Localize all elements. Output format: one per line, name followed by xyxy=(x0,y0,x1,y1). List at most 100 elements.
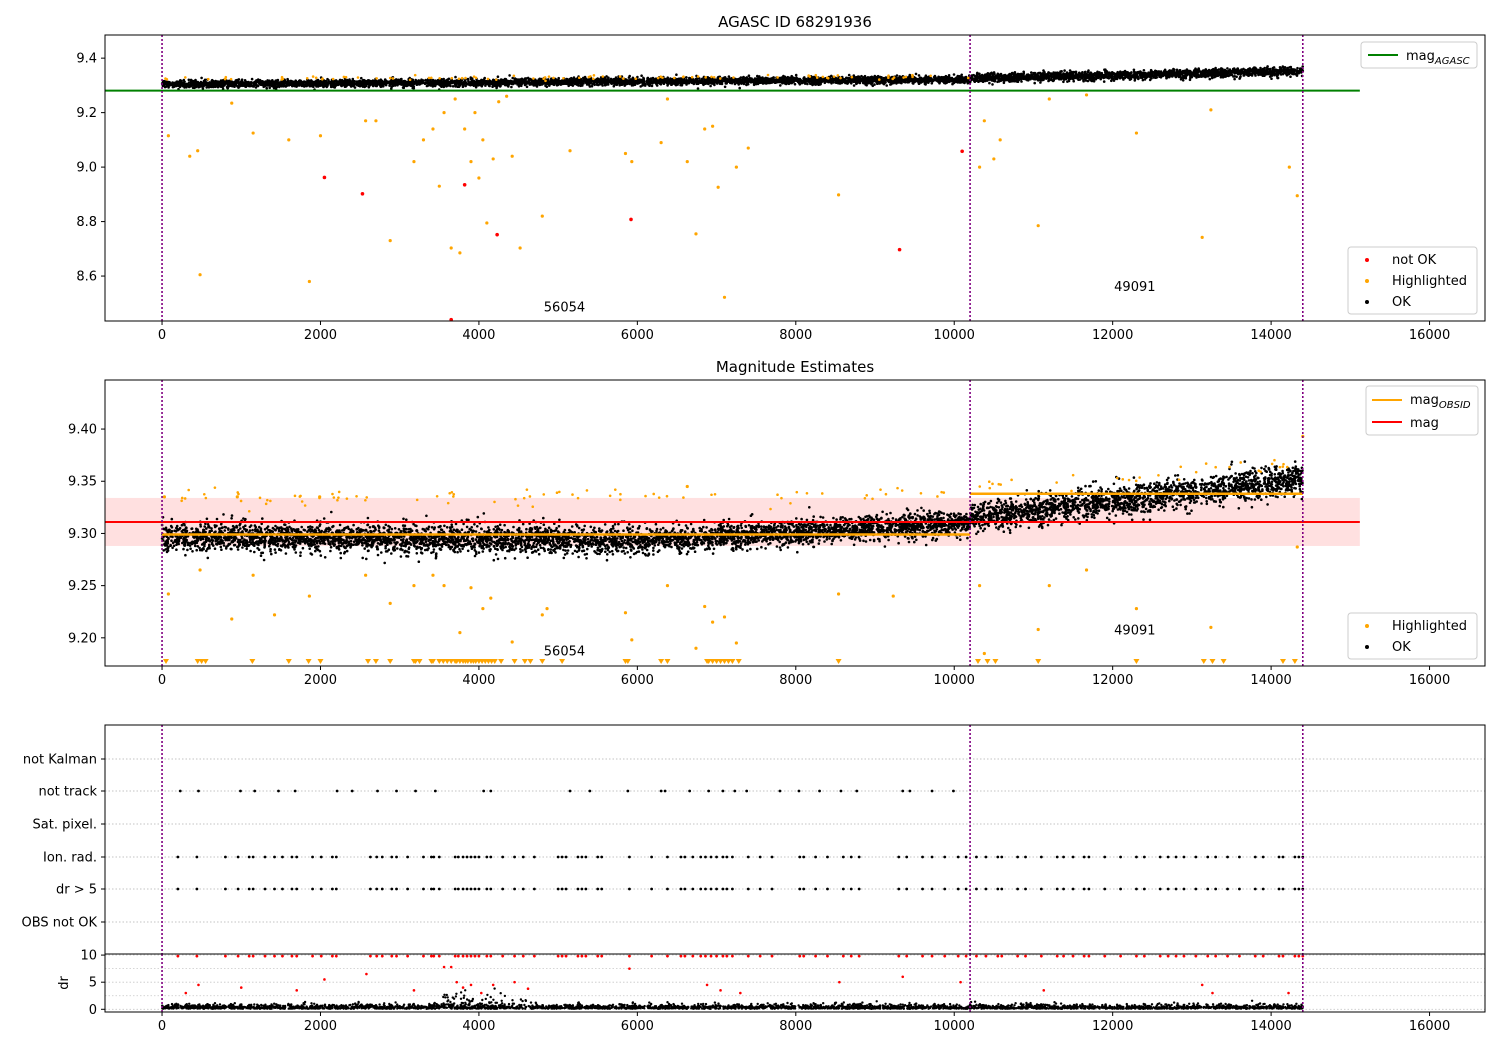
ok-point xyxy=(430,81,434,84)
ok-point xyxy=(865,83,868,87)
ok-point xyxy=(840,81,843,84)
ok-point xyxy=(262,85,266,89)
ok-point xyxy=(454,84,457,87)
ok-point xyxy=(883,77,887,81)
ok-point xyxy=(737,83,740,86)
ok-point xyxy=(806,82,809,86)
agasc-panel: 0 2000 4000 6000 8000 10000 12000 14000 16000 8.… xyxy=(76,13,1486,343)
ok-point xyxy=(282,83,285,87)
ok-point xyxy=(331,83,334,87)
ok-point xyxy=(580,81,584,84)
ok-point xyxy=(491,83,495,86)
ok-point xyxy=(307,80,311,84)
ok-point xyxy=(474,84,478,88)
ok-point xyxy=(936,78,939,82)
ok-point xyxy=(198,82,202,85)
ok-point xyxy=(779,77,783,81)
ok-point xyxy=(405,83,409,87)
ok-point xyxy=(543,82,546,85)
ok-point xyxy=(585,78,589,81)
ok-point xyxy=(237,83,241,86)
ok-point xyxy=(786,75,790,79)
ok-point xyxy=(256,84,260,88)
ok-point xyxy=(256,79,260,83)
ok-point xyxy=(351,84,355,87)
ok-point xyxy=(185,82,189,86)
ok-point xyxy=(634,81,637,84)
ok-point xyxy=(874,80,878,83)
ok-point xyxy=(642,76,645,80)
ok-point xyxy=(570,78,574,81)
ok-point xyxy=(420,81,424,85)
ok-point xyxy=(802,81,805,84)
ok-point xyxy=(930,82,934,85)
ok-point xyxy=(182,83,185,87)
ok-point xyxy=(858,81,862,85)
ok-point xyxy=(603,77,607,80)
ok-point xyxy=(920,79,923,83)
ok-point xyxy=(655,84,659,87)
ok-point xyxy=(650,80,653,84)
ok-point xyxy=(371,84,375,88)
ok-point xyxy=(327,81,331,85)
ok-point xyxy=(964,77,967,80)
ok-point xyxy=(647,83,650,87)
ok-point xyxy=(535,81,538,84)
ok-point xyxy=(879,81,882,85)
ok-point xyxy=(701,80,704,84)
ok-point xyxy=(429,84,433,87)
ok-point xyxy=(528,82,531,86)
ok-point xyxy=(293,81,297,85)
ok-point xyxy=(676,83,679,86)
ok-point xyxy=(938,79,942,83)
ok-point xyxy=(244,81,248,85)
ok-point xyxy=(901,80,904,83)
ok-point xyxy=(296,84,299,87)
ok-point xyxy=(507,80,510,83)
ok-point xyxy=(920,77,923,80)
ok-point xyxy=(772,76,775,79)
ok-point xyxy=(744,78,747,82)
ok-point xyxy=(624,83,627,86)
ok-point xyxy=(508,74,511,77)
ok-point xyxy=(834,79,838,83)
ok-point xyxy=(345,79,349,83)
ok-point xyxy=(788,79,792,83)
ok-point xyxy=(585,81,588,84)
ok-point xyxy=(924,74,928,77)
ok-point xyxy=(589,81,592,85)
ok-point xyxy=(269,83,273,86)
ok-point xyxy=(612,78,615,81)
ok-point xyxy=(183,80,186,84)
ok-point xyxy=(271,80,275,84)
ok-point xyxy=(617,82,621,85)
ok-point xyxy=(601,84,604,87)
ok-point xyxy=(252,83,256,86)
ok-point xyxy=(319,80,322,83)
ok-point xyxy=(189,80,193,83)
ok-point xyxy=(456,81,460,85)
ok-point xyxy=(761,82,765,85)
ok-point xyxy=(917,82,921,85)
ok-point xyxy=(712,78,715,82)
ok-point xyxy=(576,82,579,85)
ok-point xyxy=(707,80,710,84)
ok-point xyxy=(961,81,965,84)
ok-point xyxy=(524,78,527,82)
ok-point xyxy=(640,74,643,77)
ok-point xyxy=(501,82,505,85)
ok-point xyxy=(254,80,257,83)
ok-point xyxy=(473,80,476,84)
ok-point xyxy=(519,81,522,84)
ok-point xyxy=(485,82,489,86)
ok-point xyxy=(670,83,674,86)
ok-point xyxy=(397,78,400,82)
ok-point xyxy=(953,78,956,81)
ok-point xyxy=(450,81,454,85)
ok-point xyxy=(607,79,611,82)
ok-point xyxy=(819,80,823,84)
ok-point xyxy=(679,77,683,81)
ok-point xyxy=(865,80,869,84)
ok-point xyxy=(218,85,222,88)
ok-point xyxy=(716,78,719,81)
